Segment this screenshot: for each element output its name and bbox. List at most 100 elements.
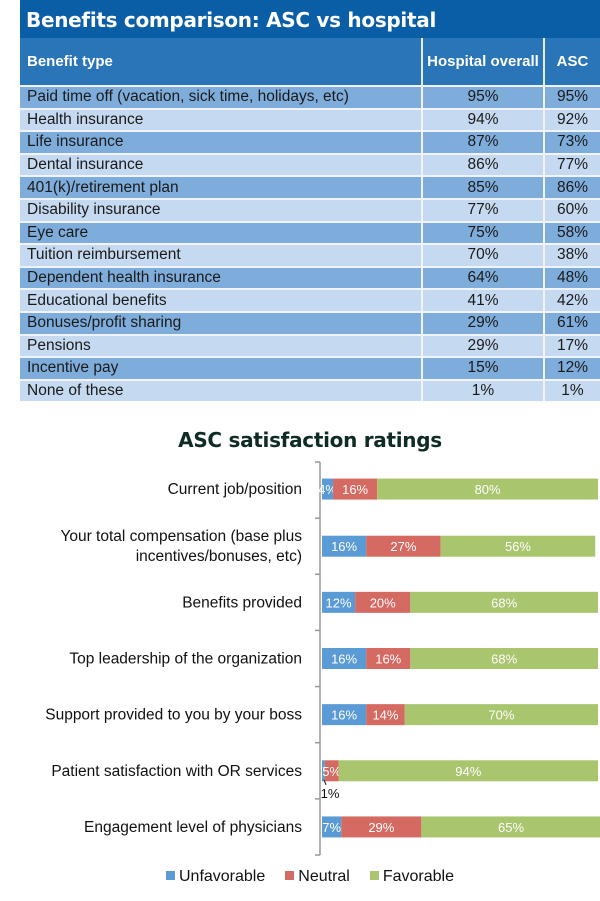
cell-benefit-type: Disability insurance	[20, 197, 422, 222]
bar-segment-favorable	[410, 648, 598, 669]
data-label: 68%	[491, 652, 517, 667]
cell-benefit-type: None of these	[20, 378, 422, 402]
bar-segment-neutral	[324, 760, 339, 782]
table-row: Paid time off (vacation, sick time, holi…	[20, 85, 600, 109]
cell-hospital-overall: 77%	[421, 197, 544, 222]
bar-segment-favorable	[338, 760, 598, 782]
cell-hospital-overall: 29%	[421, 333, 544, 358]
cell-asc: 12%	[543, 356, 600, 380]
cell-benefit-type: Educational benefits	[20, 288, 422, 312]
bar-segment-favorable	[377, 478, 598, 500]
bar-segment-neutral	[366, 648, 411, 669]
cell-asc: 48%	[543, 265, 600, 290]
cell-benefit-type: Health insurance	[20, 107, 422, 132]
legend-item: Neutral	[285, 868, 350, 886]
category-label: Current job/position	[168, 481, 302, 498]
data-label: 29%	[368, 820, 394, 835]
cell-benefit-type: 401(k)/retirement plan	[20, 175, 422, 199]
data-label-leader	[323, 779, 327, 785]
benefits-table: Benefits comparison: ASC vs hospital Ben…	[20, 0, 600, 402]
cell-asc: 77%	[543, 152, 600, 177]
bar-segment-neutral	[366, 704, 405, 726]
data-label: 56%	[505, 539, 531, 554]
legend-item: Favorable	[369, 868, 454, 886]
data-label: 16%	[331, 652, 357, 667]
bar-segment-unfavorable	[322, 760, 325, 782]
data-label: 14%	[372, 708, 398, 723]
legend-label: Neutral	[298, 868, 350, 885]
table-row: Incentive pay 15% 12%	[20, 356, 600, 380]
table-row: Pensions 29% 17%	[20, 333, 600, 358]
cell-hospital-overall: 64%	[421, 265, 544, 290]
cell-asc: 42%	[543, 288, 600, 312]
data-label: 68%	[491, 595, 517, 610]
bar-segment-neutral	[355, 591, 411, 613]
category-label: Benefits provided	[182, 594, 302, 611]
table-row: None of these 1% 1%	[20, 378, 600, 402]
cell-hospital-overall: 94%	[421, 107, 544, 132]
category-label: incentives/bonuses, etc)	[136, 548, 302, 565]
category-label: Engagement level of physicians	[84, 819, 302, 836]
cell-benefit-type: Dependent health insurance	[20, 265, 422, 290]
table-row: Disability insurance 77% 60%	[20, 197, 600, 222]
cell-asc: 95%	[543, 85, 600, 109]
data-label: 5%	[322, 764, 341, 779]
data-label: 94%	[455, 764, 481, 779]
cell-asc: 58%	[543, 220, 600, 245]
cell-benefit-type: Bonuses/profit sharing	[20, 310, 422, 335]
legend-swatch	[165, 871, 175, 880]
cell-asc: 17%	[543, 333, 600, 358]
data-label: 27%	[390, 539, 416, 554]
cell-hospital-overall: 70%	[421, 243, 544, 267]
data-label: 16%	[342, 482, 368, 497]
bar-segment-unfavorable	[322, 535, 367, 557]
cell-hospital-overall: 87%	[421, 130, 544, 154]
cell-benefit-type: Paid time off (vacation, sick time, holi…	[20, 85, 422, 109]
cell-benefit-type: Tuition reimbursement	[20, 243, 422, 267]
category-label: Top leadership of the organization	[69, 651, 302, 668]
chart-legend: Unfavorable Neutral Favorable	[0, 868, 600, 886]
cell-asc: 73%	[543, 130, 600, 154]
data-label: 12%	[326, 595, 352, 610]
cell-hospital-overall: 85%	[421, 175, 544, 199]
legend-label: Unfavorable	[178, 868, 266, 885]
bar-segment-favorable	[440, 535, 596, 557]
table-row: Health insurance 94% 92%	[20, 107, 600, 132]
table-header-row: Benefit type Hospital overall ASC	[20, 38, 600, 86]
cell-benefit-type: Eye care	[20, 220, 422, 245]
legend-swatch	[369, 871, 379, 880]
bar-segment-unfavorable	[322, 704, 367, 726]
cell-hospital-overall: 86%	[421, 152, 544, 177]
bar-segment-neutral	[333, 478, 378, 500]
header-asc: ASC	[543, 38, 600, 86]
cell-benefit-type: Life insurance	[20, 130, 422, 154]
chart-title: ASC satisfaction ratings	[178, 428, 442, 452]
bar-segment-unfavorable	[322, 648, 367, 669]
table-row: 401(k)/retirement plan 85% 86%	[20, 175, 600, 199]
cell-asc: 61%	[543, 310, 600, 335]
bar-segment-favorable	[421, 816, 600, 838]
bar-segment-favorable	[410, 591, 598, 613]
data-label: 70%	[488, 708, 514, 723]
bar-segment-neutral	[341, 816, 422, 838]
data-label: 16%	[331, 708, 357, 723]
category-label: Support provided to you by your boss	[45, 707, 302, 724]
data-label: 80%	[475, 482, 501, 497]
data-label: 16%	[331, 539, 357, 554]
data-label: 20%	[370, 595, 396, 610]
data-label: 1%	[321, 786, 340, 801]
data-label: 7%	[322, 820, 341, 835]
cell-benefit-type: Dental insurance	[20, 152, 422, 177]
bar-segment-neutral	[366, 535, 441, 557]
data-label: 4%	[318, 482, 337, 497]
cell-asc: 1%	[543, 378, 600, 402]
category-label: Your total compensation (base plus	[60, 528, 302, 545]
legend-swatch	[285, 871, 295, 880]
bar-segment-unfavorable	[322, 591, 356, 613]
cell-hospital-overall: 29%	[421, 310, 544, 335]
table-row: Dental insurance 86% 77%	[20, 152, 600, 177]
header-benefit-type: Benefit type	[20, 38, 422, 86]
legend-label: Favorable	[382, 868, 454, 885]
cell-hospital-overall: 41%	[421, 288, 544, 312]
